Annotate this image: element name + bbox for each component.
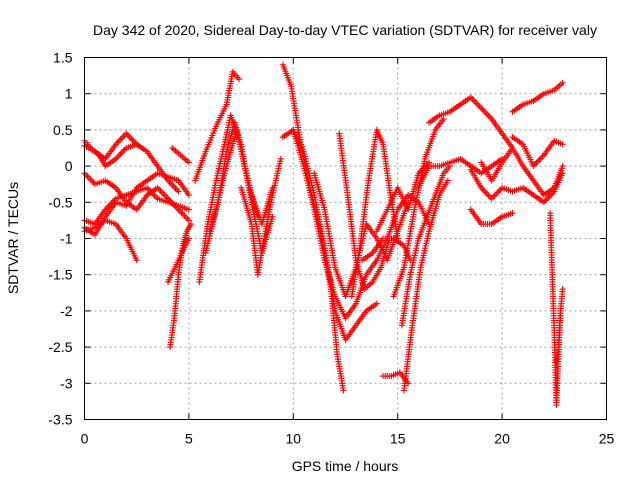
data-point [277,155,284,162]
data-point [559,141,566,148]
series-track-14 [202,126,261,256]
series-track-24 [400,177,451,394]
series-track-30 [467,206,516,228]
data-point [340,387,347,394]
series-track-03 [81,170,192,224]
data-point [440,116,447,123]
x-axis-title: GPS time / hours [292,458,399,474]
series-track-02 [81,137,140,170]
chart-title: Day 342 of 2020, Sidereal Day-to-day VTE… [93,22,597,38]
x-tick-label: 20 [494,431,510,447]
series-track-06 [81,184,192,228]
x-tick-label: 5 [185,431,193,447]
series-track-01 [81,130,182,195]
x-tick-label: 15 [390,431,406,447]
series-track-11 [196,112,276,285]
data-point [444,177,451,184]
y-tick-label: -2 [60,303,73,319]
y-tick-label: 1.5 [53,50,73,66]
y-tick-label: 1 [65,86,73,102]
data-point [133,257,140,264]
series-track-33 [509,79,566,115]
x-tick-label: 25 [599,431,615,447]
data-point [254,213,261,220]
y-axis-title: SDTVAR / TECUs [5,182,21,294]
series-track-26 [390,116,447,300]
series-track-13 [238,155,284,278]
series-track-15 [279,61,347,394]
series-track-32 [509,134,566,170]
data-point [236,76,243,83]
y-tick-label: -1 [60,231,73,247]
data-point [187,221,194,228]
series-track-29 [467,166,566,206]
data-point [133,141,140,148]
y-tick-label: -3 [60,375,73,391]
data-point [373,300,380,307]
plot-frame [84,57,607,420]
data-point [559,286,566,293]
series-track-05 [81,217,140,264]
x-tick-label: 10 [286,431,302,447]
series-track-28 [426,94,516,151]
data-point [175,188,182,195]
y-tick-label: -2.5 [48,339,72,355]
series-track-25 [398,163,453,329]
x-tick-labels: 0 5 10 15 20 25 [81,431,615,447]
data-point [185,235,192,242]
data-point [559,163,566,170]
y-tick-labels: -3.5 -3 -2.5 -2 -1.5 -1 -0.5 0 0.5 1 1.5 [48,50,72,428]
y-tick-label: 0.5 [53,122,73,138]
series-track-07 [167,221,194,351]
data-point [559,79,566,86]
y-tick-label: 0 [65,158,73,174]
series-track-35 [553,286,566,365]
series-track-08 [165,235,192,285]
grid [84,57,607,420]
series-track-20 [348,126,401,300]
data-points [81,61,566,409]
data-point [185,217,192,224]
data-point [509,210,516,217]
series-track-10 [192,68,243,184]
y-tick-label: -1.5 [48,267,72,283]
data-point [185,159,192,166]
data-point [185,192,192,199]
y-tick-label: -0.5 [48,194,72,210]
y-tick-label: -3.5 [48,412,72,428]
x-tick-label: 0 [81,431,89,447]
series-track-09 [169,145,192,166]
series-track-31 [478,145,566,199]
data-point [185,206,192,213]
